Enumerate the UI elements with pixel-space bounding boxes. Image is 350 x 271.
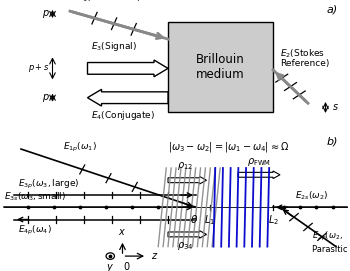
Text: Brillouin
medium: Brillouin medium [196,53,245,81]
Text: $p$: $p$ [42,92,50,104]
Text: $p+s$: $p+s$ [28,62,50,74]
Text: $L_1$: $L_1$ [204,213,216,227]
Text: $|\omega_3-\omega_2|=|\omega_1-\omega_4|\approx\Omega$: $|\omega_3-\omega_2|=|\omega_1-\omega_4|… [168,140,289,154]
Text: $E_1$(Reference): $E_1$(Reference) [77,0,141,4]
Text: $E_4$(Conjugate): $E_4$(Conjugate) [91,109,155,122]
Text: $E_2$(Stokes: $E_2$(Stokes [280,47,325,60]
Text: $\theta$: $\theta$ [190,213,198,225]
FancyArrow shape [88,60,168,77]
FancyArrow shape [238,171,280,179]
FancyArrow shape [168,231,206,238]
Text: $\rho_\mathrm{FWM}$: $\rho_\mathrm{FWM}$ [247,156,271,168]
Text: $y$: $y$ [106,262,114,271]
Text: $E_{2p}(\omega_2,$
Parasitic wave): $E_{2p}(\omega_2,$ Parasitic wave) [312,230,350,254]
Text: $E_{2s}(\omega_2)$: $E_{2s}(\omega_2)$ [295,190,328,202]
Text: 0: 0 [124,262,130,271]
Text: $s$: $s$ [332,102,340,112]
Text: $E_{3s}(\omega_3,\mathrm{small})$: $E_{3s}(\omega_3,\mathrm{small})$ [4,191,65,203]
Text: a): a) [327,4,338,14]
FancyArrow shape [88,89,168,106]
FancyArrow shape [168,176,206,184]
Text: $L_2$: $L_2$ [267,213,279,227]
Text: b): b) [326,137,338,147]
FancyBboxPatch shape [168,22,273,112]
Text: $x$: $x$ [118,227,127,237]
Text: $E_{4p}(\omega_4)$: $E_{4p}(\omega_4)$ [18,224,51,237]
Text: Reference): Reference) [280,59,329,68]
Text: $p$: $p$ [42,8,50,20]
Text: $E_3$(Signal): $E_3$(Signal) [91,40,137,53]
Text: $\rho_{34}$: $\rho_{34}$ [177,240,194,252]
Text: $E_{1p}(\omega_1)$: $E_{1p}(\omega_1)$ [63,141,97,154]
Text: $z$: $z$ [151,251,159,261]
Text: $E_{3p}(\omega_3,\mathrm{large})$: $E_{3p}(\omega_3,\mathrm{large})$ [18,178,79,191]
Text: $\rho_{12}$: $\rho_{12}$ [177,160,194,172]
